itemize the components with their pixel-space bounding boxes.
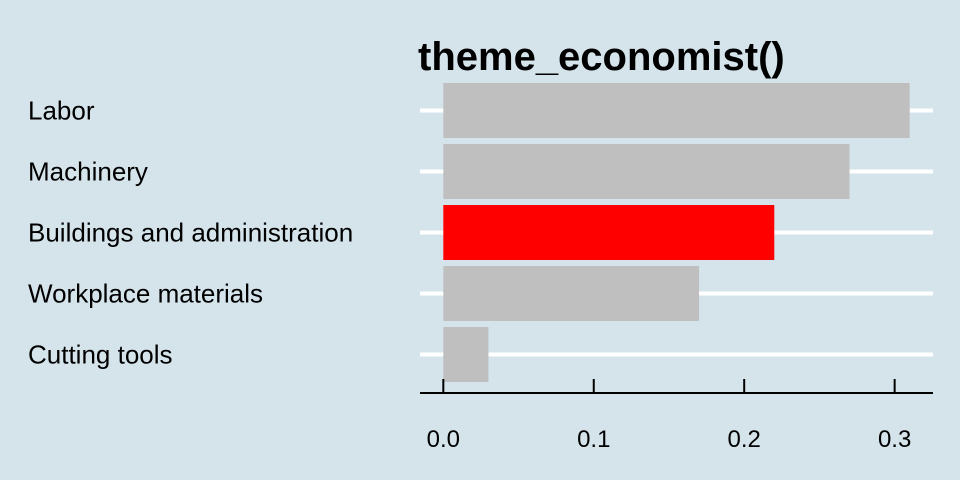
x-tick-label: 0.3 — [878, 426, 911, 453]
x-axis: 0.0 0.1 0.2 0.3 — [420, 379, 933, 453]
bar-machinery — [443, 144, 850, 199]
x-tick-label: 0.2 — [728, 426, 761, 453]
category-label: Cutting tools — [28, 340, 173, 370]
category-label: Buildings and administration — [28, 218, 353, 248]
bar-workplace-materials — [443, 266, 700, 321]
category-label: Labor — [28, 96, 95, 126]
chart-title: theme_economist() — [418, 35, 785, 79]
bar-buildings-and-administration — [443, 205, 775, 260]
bar-cutting-tools — [443, 327, 489, 382]
x-tick-label: 0.1 — [577, 426, 610, 453]
bars — [443, 83, 910, 382]
category-labels: Labor Machinery Buildings and administrati… — [28, 96, 353, 370]
category-label: Workplace materials — [28, 279, 263, 309]
category-label: Machinery — [28, 157, 148, 187]
x-tick-label: 0.0 — [427, 426, 460, 453]
bar-labor — [443, 83, 910, 138]
